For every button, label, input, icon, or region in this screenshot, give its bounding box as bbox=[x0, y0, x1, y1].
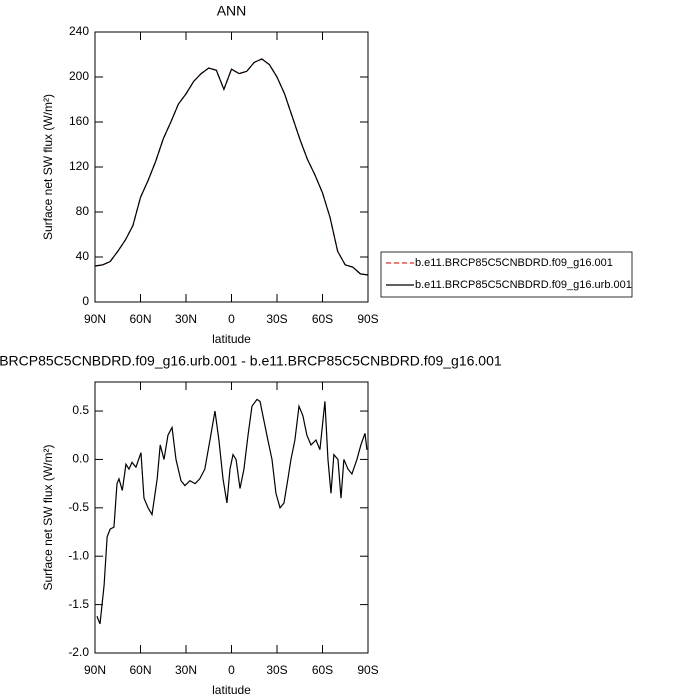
x-tick-label: 90S bbox=[357, 312, 378, 326]
y-tick-label: -0.5 bbox=[68, 500, 89, 514]
x-tick-label: 30S bbox=[266, 663, 287, 677]
series-line bbox=[94, 58, 369, 276]
y-tick-label: -1.0 bbox=[68, 548, 89, 562]
x-tick-label: 30S bbox=[266, 312, 287, 326]
plot-frame bbox=[94, 31, 369, 303]
y-tick-label: -2.0 bbox=[68, 645, 89, 659]
y-tick-label: 160 bbox=[69, 114, 89, 128]
x-axis-label: latitude bbox=[212, 332, 251, 346]
series-line bbox=[94, 58, 369, 276]
y-tick-label: 0.0 bbox=[72, 452, 89, 466]
legend-box bbox=[380, 251, 633, 298]
x-tick-label: 90N bbox=[84, 663, 106, 677]
legend-label: b.e11.BRCP85C5CNBDRD.f09_g16.001 bbox=[415, 257, 613, 269]
y-axis-label: Surface net SW flux (W/m²) bbox=[41, 444, 55, 590]
x-tick-label: 60S bbox=[312, 663, 333, 677]
legend-label: b.e11.BRCP85C5CNBDRD.f09_g16.urb.001 bbox=[415, 279, 632, 291]
y-axis-label: Surface net SW flux (W/m²) bbox=[41, 94, 55, 240]
y-tick-label: 40 bbox=[76, 249, 90, 263]
y-tick-label: 0.5 bbox=[72, 403, 89, 417]
x-tick-label: 0 bbox=[228, 663, 235, 677]
x-tick-label: 60N bbox=[129, 312, 151, 326]
series-line bbox=[96, 398, 368, 625]
chart-title: b.e11.BRCP85C5CNBDRD.f09_g16.urb.001 - b… bbox=[0, 353, 502, 369]
plot-frame bbox=[94, 381, 369, 654]
x-axis-label: latitude bbox=[212, 683, 251, 697]
y-tick-label: -1.5 bbox=[68, 597, 89, 611]
x-tick-label: 60N bbox=[129, 663, 151, 677]
y-tick-label: 80 bbox=[76, 204, 90, 218]
y-tick-label: 200 bbox=[69, 69, 89, 83]
x-tick-label: 60S bbox=[312, 312, 333, 326]
y-tick-label: 240 bbox=[69, 24, 89, 38]
x-tick-label: 0 bbox=[228, 312, 235, 326]
x-tick-label: 90S bbox=[357, 663, 378, 677]
y-tick-label: 0 bbox=[82, 294, 89, 308]
x-tick-label: 30N bbox=[175, 663, 197, 677]
x-tick-label: 90N bbox=[84, 312, 106, 326]
y-tick-label: 120 bbox=[69, 159, 89, 173]
chart-title: ANN bbox=[217, 3, 247, 19]
x-tick-label: 30N bbox=[175, 312, 197, 326]
